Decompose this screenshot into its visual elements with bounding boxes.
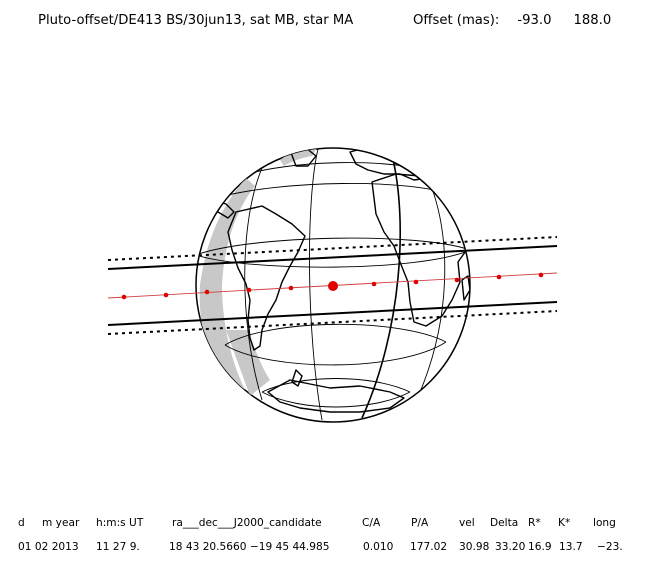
path-point xyxy=(538,272,544,278)
path-point xyxy=(121,294,127,300)
val-rstar: 16.9 xyxy=(528,541,552,553)
night-shadow-south xyxy=(226,330,270,396)
col-vel: vel xyxy=(459,517,475,529)
col-kstar: K* xyxy=(558,517,571,529)
path-point xyxy=(496,274,502,280)
closest-approach-point xyxy=(328,281,338,291)
col-rstar: R* xyxy=(528,517,541,529)
val-vel: 30.98 xyxy=(459,541,490,553)
antarctica-outline xyxy=(267,379,405,413)
val-ca: 0.010 xyxy=(363,541,394,553)
offset-x: -93.0 xyxy=(517,13,552,28)
val-long: −23. xyxy=(597,541,623,553)
limit-south-solid xyxy=(107,301,558,326)
val-pa: 177.02 xyxy=(410,541,448,553)
limit-north-solid xyxy=(107,245,558,270)
south-america-outline xyxy=(227,205,306,351)
val-time: 11 27 9. xyxy=(96,541,140,553)
offset-y: 188.0 xyxy=(573,13,612,28)
limit-north-dotted xyxy=(107,236,558,261)
col-month-year: m year xyxy=(42,517,80,529)
limit-south-dotted xyxy=(107,310,558,335)
offset-label: Offset (mas): xyxy=(413,13,500,28)
path-point xyxy=(204,289,210,295)
col-ca: C/A xyxy=(362,517,381,529)
col-day: d xyxy=(18,517,25,529)
col-delta: Delta xyxy=(490,517,519,529)
antarctic-peninsula-outline xyxy=(291,369,303,387)
path-point xyxy=(163,292,169,298)
val-radec: 18 43 20.5660 −19 45 44.985 xyxy=(169,541,330,553)
night-shadow-north xyxy=(280,148,318,166)
col-long: long xyxy=(593,517,616,529)
col-pa: P/A xyxy=(411,517,429,529)
offset-readout: Offset (mas): -93.0 188.0 xyxy=(413,13,611,28)
val-date: 01 02 2013 xyxy=(18,541,79,553)
centerline-points xyxy=(121,272,544,300)
val-delta: 33.20 xyxy=(495,541,526,553)
path-point xyxy=(288,285,294,291)
path-point xyxy=(246,287,252,293)
path-point xyxy=(413,279,419,285)
night-shadow xyxy=(199,178,255,392)
col-radec: ra___dec___J2000_candidate xyxy=(172,517,322,529)
path-point xyxy=(454,277,460,283)
madagascar-outline xyxy=(461,275,470,301)
col-time: h:m:s UT xyxy=(96,517,144,529)
path-point xyxy=(371,281,377,287)
val-kstar: 13.7 xyxy=(559,541,583,553)
chart-title: Pluto-offset/DE413 BS/30jun13, sat MB, s… xyxy=(38,13,354,28)
